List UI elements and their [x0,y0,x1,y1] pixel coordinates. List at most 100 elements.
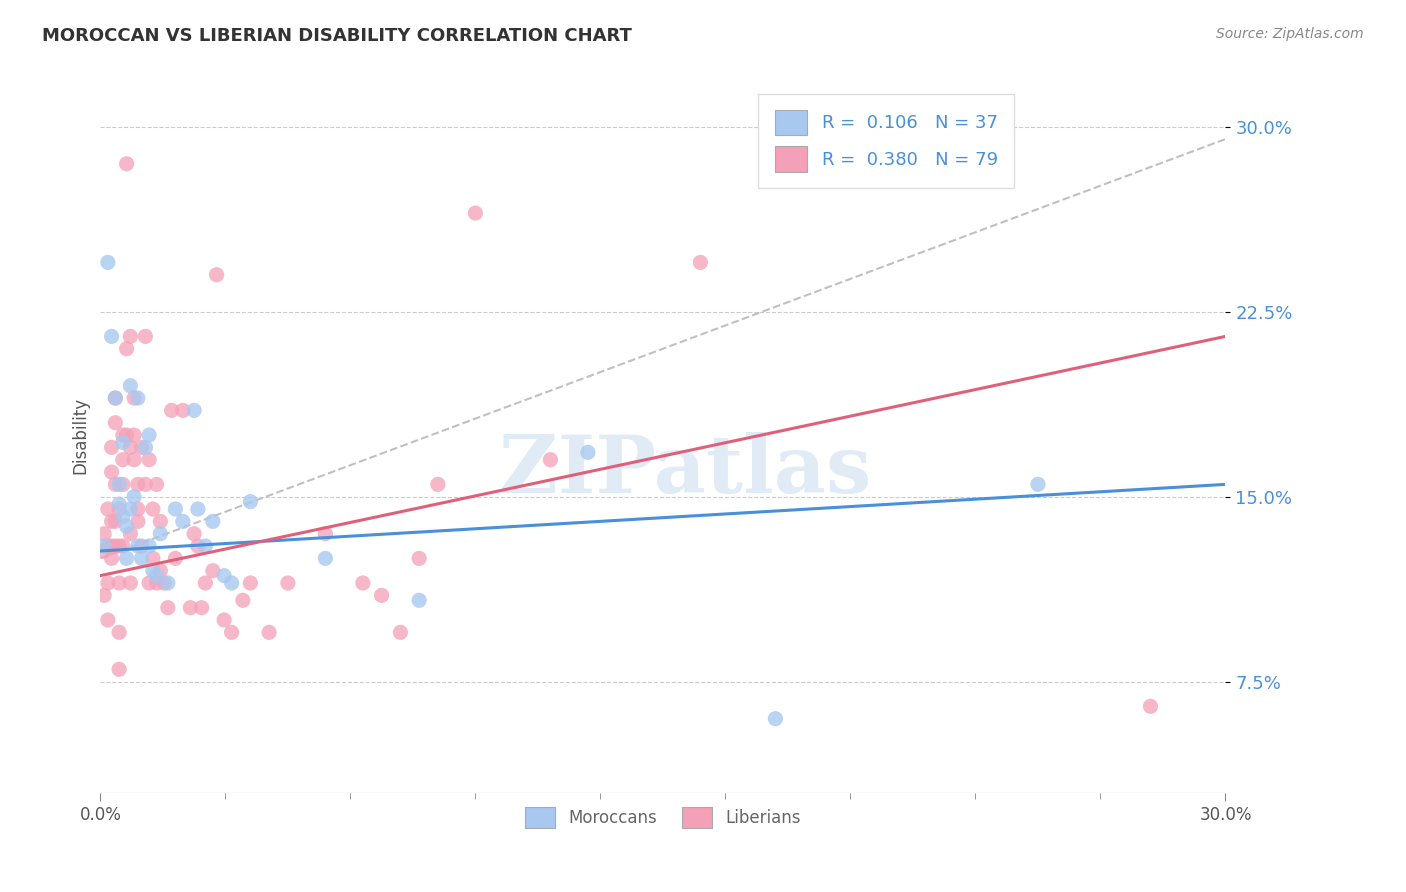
Point [190,600,212,615]
Point [156,600,179,615]
Point [179,600,201,615]
Point [689,255,711,269]
Point [165,502,187,516]
Point [122,452,145,467]
Point [314,551,336,566]
Point [108,497,131,511]
Point [120,576,142,591]
Point [93,526,115,541]
Point [108,662,131,676]
Point [145,576,167,591]
Point [221,625,243,640]
Text: Source: ZipAtlas.com: Source: ZipAtlas.com [1216,27,1364,41]
Point [1139,699,1161,714]
Point [97,255,120,269]
Point [104,477,127,491]
Point [93,544,115,558]
Point [205,268,228,282]
Point [153,576,176,591]
Point [122,428,145,442]
Point [115,157,138,171]
Point [100,514,122,528]
Point [127,391,149,405]
Point [120,502,142,516]
Point [115,519,138,533]
Point [156,576,179,591]
Point [352,576,374,591]
Point [97,576,120,591]
Point [187,539,209,553]
Legend: Moroccans, Liberians: Moroccans, Liberians [519,801,807,834]
Point [145,477,167,491]
Point [97,613,120,627]
Point [201,564,224,578]
Point [149,526,172,541]
Point [212,568,235,582]
Point [115,428,138,442]
Point [576,445,599,459]
Point [145,568,167,582]
Point [111,452,134,467]
Point [122,490,145,504]
Point [104,416,127,430]
Point [127,502,149,516]
Point [93,539,115,553]
Point [194,576,217,591]
Point [100,539,122,553]
Point [111,435,134,450]
Point [108,477,131,491]
Point [104,391,127,405]
Point [138,576,160,591]
Point [187,502,209,516]
Point [131,539,153,553]
Point [104,514,127,528]
Point [108,625,131,640]
Point [201,514,224,528]
Point [100,329,122,343]
Point [134,329,156,343]
Point [370,588,392,602]
Point [232,593,254,607]
Point [100,551,122,566]
Point [108,502,131,516]
Point [194,539,217,553]
Point [120,378,142,392]
Text: MOROCCAN VS LIBERIAN DISABILITY CORRELATION CHART: MOROCCAN VS LIBERIAN DISABILITY CORRELAT… [42,27,633,45]
Point [131,551,153,566]
Point [120,441,142,455]
Point [160,403,183,417]
Point [131,441,153,455]
Point [257,625,280,640]
Point [277,576,299,591]
Point [408,551,430,566]
Point [108,576,131,591]
Point [111,509,134,524]
Point [100,465,122,479]
Point [142,502,165,516]
Point [138,428,160,442]
Point [115,342,138,356]
Point [127,477,149,491]
Point [138,539,160,553]
Point [389,625,412,640]
Point [138,452,160,467]
Point [111,428,134,442]
Point [108,539,131,553]
Point [408,593,430,607]
Point [104,539,127,553]
Point [239,576,262,591]
Point [149,514,172,528]
Point [142,564,165,578]
Point [165,551,187,566]
Point [149,564,172,578]
Point [183,403,205,417]
Point [142,551,165,566]
Point [127,514,149,528]
Point [97,539,120,553]
Point [239,494,262,508]
Point [104,391,127,405]
Y-axis label: Disability: Disability [72,396,89,474]
Point [100,441,122,455]
Point [183,526,205,541]
Point [172,514,194,528]
